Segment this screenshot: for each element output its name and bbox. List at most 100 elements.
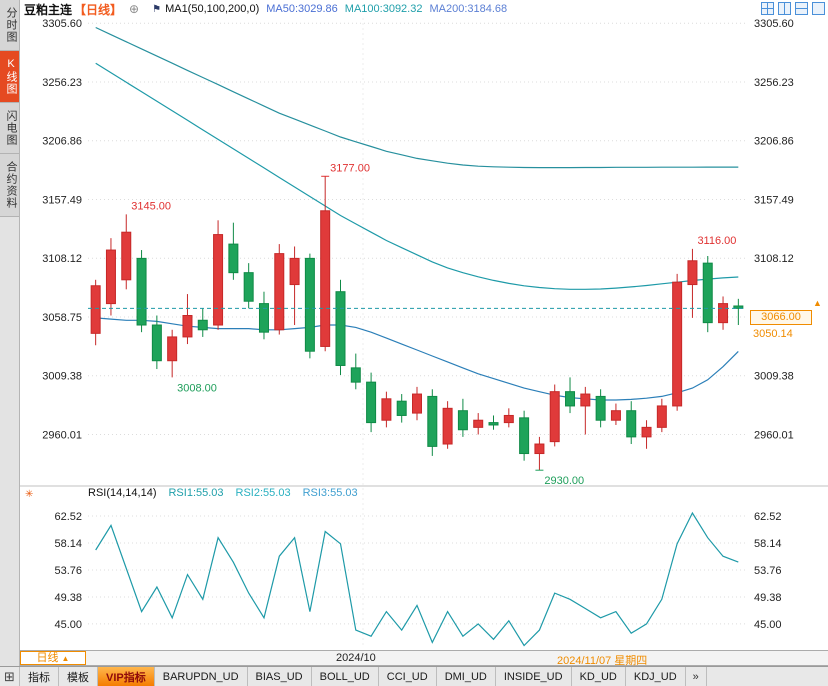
candle-body — [565, 391, 576, 407]
toolbar-tab-kdj[interactable]: KDJ_UD — [626, 667, 686, 686]
candle-body — [626, 410, 637, 438]
layout-icons-group — [761, 2, 825, 15]
candle-body — [580, 393, 591, 407]
toolbar-tab-indicators[interactable]: 指标 — [20, 667, 59, 686]
period-arrow-icon: ▲ — [61, 654, 70, 663]
candle-body — [274, 253, 285, 331]
month-axis-label: 2024/10 — [336, 652, 376, 664]
toolbar-tab-vip-indicators[interactable]: VIP指标 — [98, 667, 155, 686]
rsi3-value-label: RSI3:55.03 — [302, 487, 358, 499]
symbol-title: 豆粕主连 — [24, 2, 73, 17]
price-annotation: 3008.00 — [177, 382, 217, 394]
price-tick-left: 3157.49 — [42, 194, 82, 206]
layout-vsplit-icon[interactable] — [778, 2, 791, 15]
sidebar-tab-time-chart[interactable]: 分时图 — [0, 0, 19, 51]
price-tick-left: 3009.38 — [42, 371, 82, 383]
sidebar-tab-kline-chart[interactable]: K线图 — [0, 51, 19, 103]
chart-region: 3305.60 3305.60 3256.23 3256.23 3206.86 3206.… — [20, 18, 828, 650]
price-tick-right: 3157.49 — [754, 194, 794, 206]
candle-body — [320, 210, 331, 347]
rsi-tick-left: 45.00 — [54, 619, 82, 631]
ma100-value-label: MA100:3092.32 — [344, 3, 423, 15]
candle-body — [488, 422, 499, 426]
price-up-arrow-icon: ▲ — [813, 298, 822, 309]
rsi-tick-right: 45.00 — [754, 619, 782, 631]
price-tick-left: 3058.75 — [42, 312, 82, 324]
ma50-value-label: MA50:3029.86 — [266, 3, 338, 15]
candlestick-chart[interactable]: 3305.60 3305.60 3256.23 3256.23 3206.86 3206.… — [20, 18, 828, 650]
period-selector[interactable]: 日线 ▲ — [20, 651, 86, 665]
candle-body — [289, 257, 300, 286]
layout-grid-icon[interactable] — [761, 2, 774, 15]
rsi-settings-label[interactable]: RSI(14,14,14) — [88, 487, 157, 499]
rsi-tick-left: 62.52 — [54, 511, 82, 523]
time-axis: 日线 ▲ 2024/10 2024/11/07 星期四 — [20, 650, 828, 667]
candle-body — [519, 417, 530, 455]
candle-body — [121, 231, 132, 281]
candle-body — [549, 391, 560, 443]
sidebar-tab-contract-info[interactable]: 合约资料 — [0, 154, 19, 217]
rsi-tick-right: 62.52 — [754, 511, 782, 523]
price-annotation: 3145.00 — [131, 200, 171, 212]
toolbar-tab-boll[interactable]: BOLL_UD — [312, 667, 379, 686]
toolbar-tab-barupdn[interactable]: BARUPDN_UD — [155, 667, 248, 686]
candle-body — [687, 260, 698, 286]
rsi-line — [95, 511, 739, 647]
candle-body — [105, 249, 116, 305]
candle-body — [90, 285, 101, 334]
more-indicators-button[interactable]: » — [686, 667, 707, 686]
candle-body — [167, 336, 178, 362]
candle-body — [350, 367, 361, 383]
price-tick-left: 3206.86 — [42, 136, 82, 148]
toolbar-tab-kd[interactable]: KD_UD — [572, 667, 626, 686]
sidebar-tab-lightning-chart[interactable]: 闪电图 — [0, 103, 19, 154]
add-indicator-icon[interactable]: ⊕ — [129, 2, 140, 16]
rsi2-value-label: RSI2:55.03 — [235, 487, 291, 499]
price-tick-right: 3206.86 — [754, 136, 794, 148]
last-price-label: 3066.00 — [750, 310, 812, 326]
indicator-star-icon: ✳ — [25, 489, 34, 500]
candle-body — [182, 315, 193, 338]
layout-hsplit-icon[interactable] — [795, 2, 808, 15]
candle-body — [412, 393, 422, 414]
layout-single-icon[interactable] — [812, 2, 825, 15]
candle-body — [213, 234, 224, 326]
period-label: 日线 — [36, 652, 59, 664]
price-annotation: 3116.00 — [697, 235, 736, 247]
candle-body — [718, 303, 729, 324]
toolbar-tab-cci[interactable]: CCI_UD — [379, 667, 437, 686]
candle-body — [381, 398, 392, 421]
price-tick-right: 2960.01 — [754, 429, 794, 441]
candle-body — [641, 426, 652, 438]
chart-header: 豆粕主连 【日线】 ⊕ ⚑ MA1(50,100,200,0) MA50:302… — [20, 0, 828, 18]
price-tick-right: 3108.12 — [754, 253, 794, 265]
rsi-tick-left: 53.76 — [54, 565, 82, 577]
candle-body — [595, 395, 606, 421]
toolbar-tab-bias[interactable]: BIAS_UD — [248, 667, 312, 686]
candle-body — [672, 281, 683, 407]
chart-type-sidebar: 分时图 K线图 闪电图 合约资料 — [0, 0, 20, 666]
candle-body — [366, 381, 377, 424]
toolbar-tab-inside[interactable]: INSIDE_UD — [496, 667, 572, 686]
candle-body — [442, 407, 453, 445]
candle-body — [656, 405, 667, 428]
candle-body — [503, 414, 514, 424]
candle-body — [243, 272, 254, 302]
candle-body — [733, 305, 744, 309]
toolbar-tab-templates[interactable]: 模板 — [59, 667, 98, 686]
rsi-tick-left: 49.38 — [54, 592, 82, 604]
toolbar-tabs: 指标 模板 VIP指标 BARUPDN_UD BIAS_UD BOLL_UD CCI_UD D… — [20, 667, 686, 686]
price-annotation: 2930.00 — [544, 475, 584, 487]
toolbar-tab-dmi[interactable]: DMI_UD — [437, 667, 496, 686]
price-tick-right: 3305.60 — [754, 18, 794, 30]
ma200-value-label: MA200:3184.68 — [429, 3, 508, 15]
candle-body — [473, 419, 484, 428]
period-tag: 【日线】 — [74, 2, 123, 17]
price-annotation: 3177.00 — [330, 162, 370, 174]
rsi-tick-right: 53.76 — [754, 565, 782, 577]
candle-body — [396, 400, 407, 416]
indicator-flag-icon: ⚑ — [152, 3, 162, 15]
grid-layout-icon[interactable]: ⊞ — [0, 667, 20, 686]
candle-body — [427, 395, 438, 447]
